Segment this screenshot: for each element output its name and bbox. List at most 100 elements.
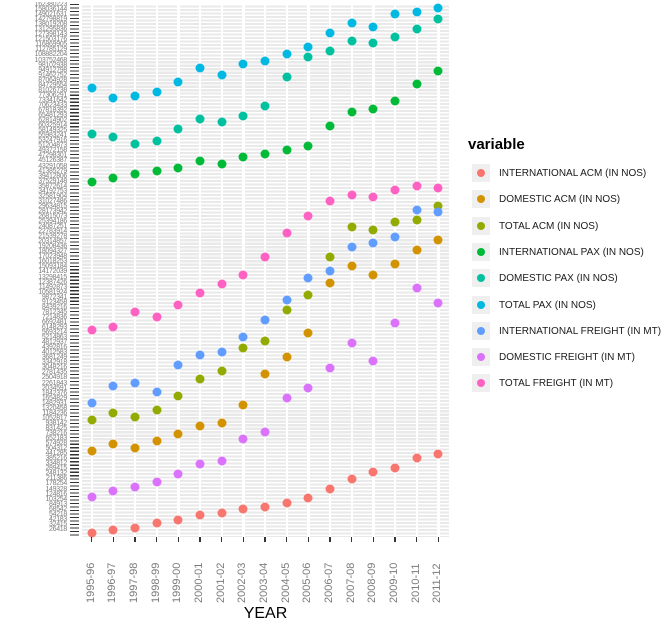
- y-axis-label: 6148293: [41, 324, 67, 331]
- y-axis-label: 211386: [45, 475, 67, 483]
- y-axis-label: 18094327: [38, 248, 67, 256]
- data-point: [303, 141, 313, 151]
- x-axis-tick: [155, 537, 158, 542]
- data-point: [152, 518, 162, 528]
- y-axis-label: 9872341: [41, 293, 67, 301]
- data-point: [108, 322, 118, 332]
- y-axis-label: 22783914: [38, 228, 67, 236]
- y-axis-label: 289415: [45, 465, 67, 473]
- y-axis-label: 35872614: [38, 182, 67, 190]
- x-axis-tick: [220, 537, 223, 542]
- data-point: [260, 149, 270, 159]
- data-point: [173, 77, 183, 87]
- data-point: [390, 32, 400, 42]
- vertical-gridline: [285, 4, 288, 537]
- legend-label: TOTAL FREIGHT (IN MT): [499, 378, 614, 390]
- data-point: [152, 405, 162, 415]
- x-axis-tick: [415, 537, 418, 542]
- data-point: [260, 502, 270, 512]
- y-axis-label: 2034591: [41, 384, 67, 392]
- data-point: [260, 252, 270, 262]
- x-axis-tick-label: 2010-11: [409, 563, 422, 603]
- data-point: [325, 196, 335, 206]
- data-point: [368, 38, 378, 48]
- data-point: [303, 290, 313, 300]
- y-axis-label: 49372158: [38, 147, 67, 155]
- legend-dot-icon: [477, 300, 485, 309]
- data-point: [347, 338, 357, 348]
- data-point: [195, 374, 205, 384]
- data-point: [390, 259, 400, 269]
- data-point: [433, 449, 443, 459]
- x-axis-tick: [307, 537, 310, 542]
- data-point: [173, 391, 183, 401]
- y-axis-label: 65481293: [38, 112, 67, 120]
- data-point: [282, 145, 292, 155]
- vertical-gridline: [155, 4, 158, 537]
- y-axis-label: 20314857: [38, 238, 67, 246]
- legend-key: [472, 164, 490, 182]
- data-point: [108, 93, 118, 103]
- data-point: [173, 163, 183, 173]
- data-point: [217, 279, 227, 289]
- y-axis-label: 1320458: [41, 404, 67, 412]
- x-axis-tick: [264, 537, 266, 542]
- y-axis-label: 98102938: [38, 61, 67, 69]
- y-axis-label: 574928: [45, 440, 67, 448]
- data-point: [433, 207, 443, 217]
- y-axis-label: 13298415: [38, 273, 67, 281]
- data-point: [303, 42, 313, 52]
- legend-label: TOTAL PAX (IN NOS): [499, 299, 596, 311]
- y-axis-label: 51204873: [38, 142, 67, 150]
- data-point: [87, 325, 97, 335]
- data-point: [390, 318, 400, 328]
- data-point: [152, 436, 162, 446]
- y-axis-label: 831425: [45, 424, 67, 432]
- x-axis-tick: [372, 537, 375, 542]
- y-axis-label: 5214863: [41, 334, 67, 342]
- x-axis-tick-label: 2001-02: [214, 562, 227, 603]
- data-point: [433, 183, 443, 193]
- legend-key: [472, 348, 490, 367]
- data-point: [282, 352, 292, 362]
- x-axis-tick-label: 1998-99: [149, 562, 162, 603]
- y-axis-label: 32415: [49, 520, 67, 528]
- y-axis-label: 3681249: [41, 354, 67, 362]
- data-point: [87, 415, 97, 425]
- x-axis-tick-label: 2002-03: [236, 562, 249, 603]
- data-point: [108, 525, 118, 535]
- y-axis-label: 2261843: [41, 379, 67, 387]
- data-point: [412, 283, 422, 293]
- y-axis-label: 142798819: [34, 16, 67, 24]
- data-point: [238, 152, 248, 162]
- data-point: [238, 59, 248, 69]
- data-point: [238, 400, 248, 410]
- data-point: [87, 398, 97, 408]
- x-axis-tick: [177, 537, 180, 542]
- y-axis-label: 108882204: [34, 51, 67, 59]
- data-point: [390, 185, 400, 195]
- legend-dot-icon: [477, 247, 485, 256]
- data-point: [368, 225, 378, 235]
- y-axis-label: 2781435: [41, 369, 67, 377]
- y-axis-label: 62814902: [38, 117, 67, 125]
- y-axis-label: 3342918: [41, 359, 67, 367]
- x-axis-tick-label: 2003-04: [258, 562, 271, 603]
- data-point: [238, 111, 248, 121]
- y-axis-label: 94912798: [38, 66, 67, 74]
- y-axis-label: 103752468: [34, 56, 67, 64]
- data-point: [347, 261, 357, 271]
- data-point: [87, 129, 97, 139]
- y-axis-label: 42183: [49, 515, 67, 523]
- x-axis-tick: [394, 537, 396, 542]
- y-axis-label: 60325914: [38, 122, 67, 130]
- legend-key: [472, 374, 490, 393]
- y-axis-label: 248132: [45, 470, 67, 478]
- y-axis-label: 158036144: [34, 6, 67, 14]
- legend-label: INTERNATIONAL ACM (IN NOS): [499, 168, 647, 179]
- y-axis-label: 7812345: [41, 308, 67, 316]
- y-axis-label: 334812: [45, 460, 67, 468]
- vertical-gridline: [220, 4, 223, 537]
- data-point: [368, 22, 378, 32]
- y-axis-label: 162380223: [34, 2, 67, 8]
